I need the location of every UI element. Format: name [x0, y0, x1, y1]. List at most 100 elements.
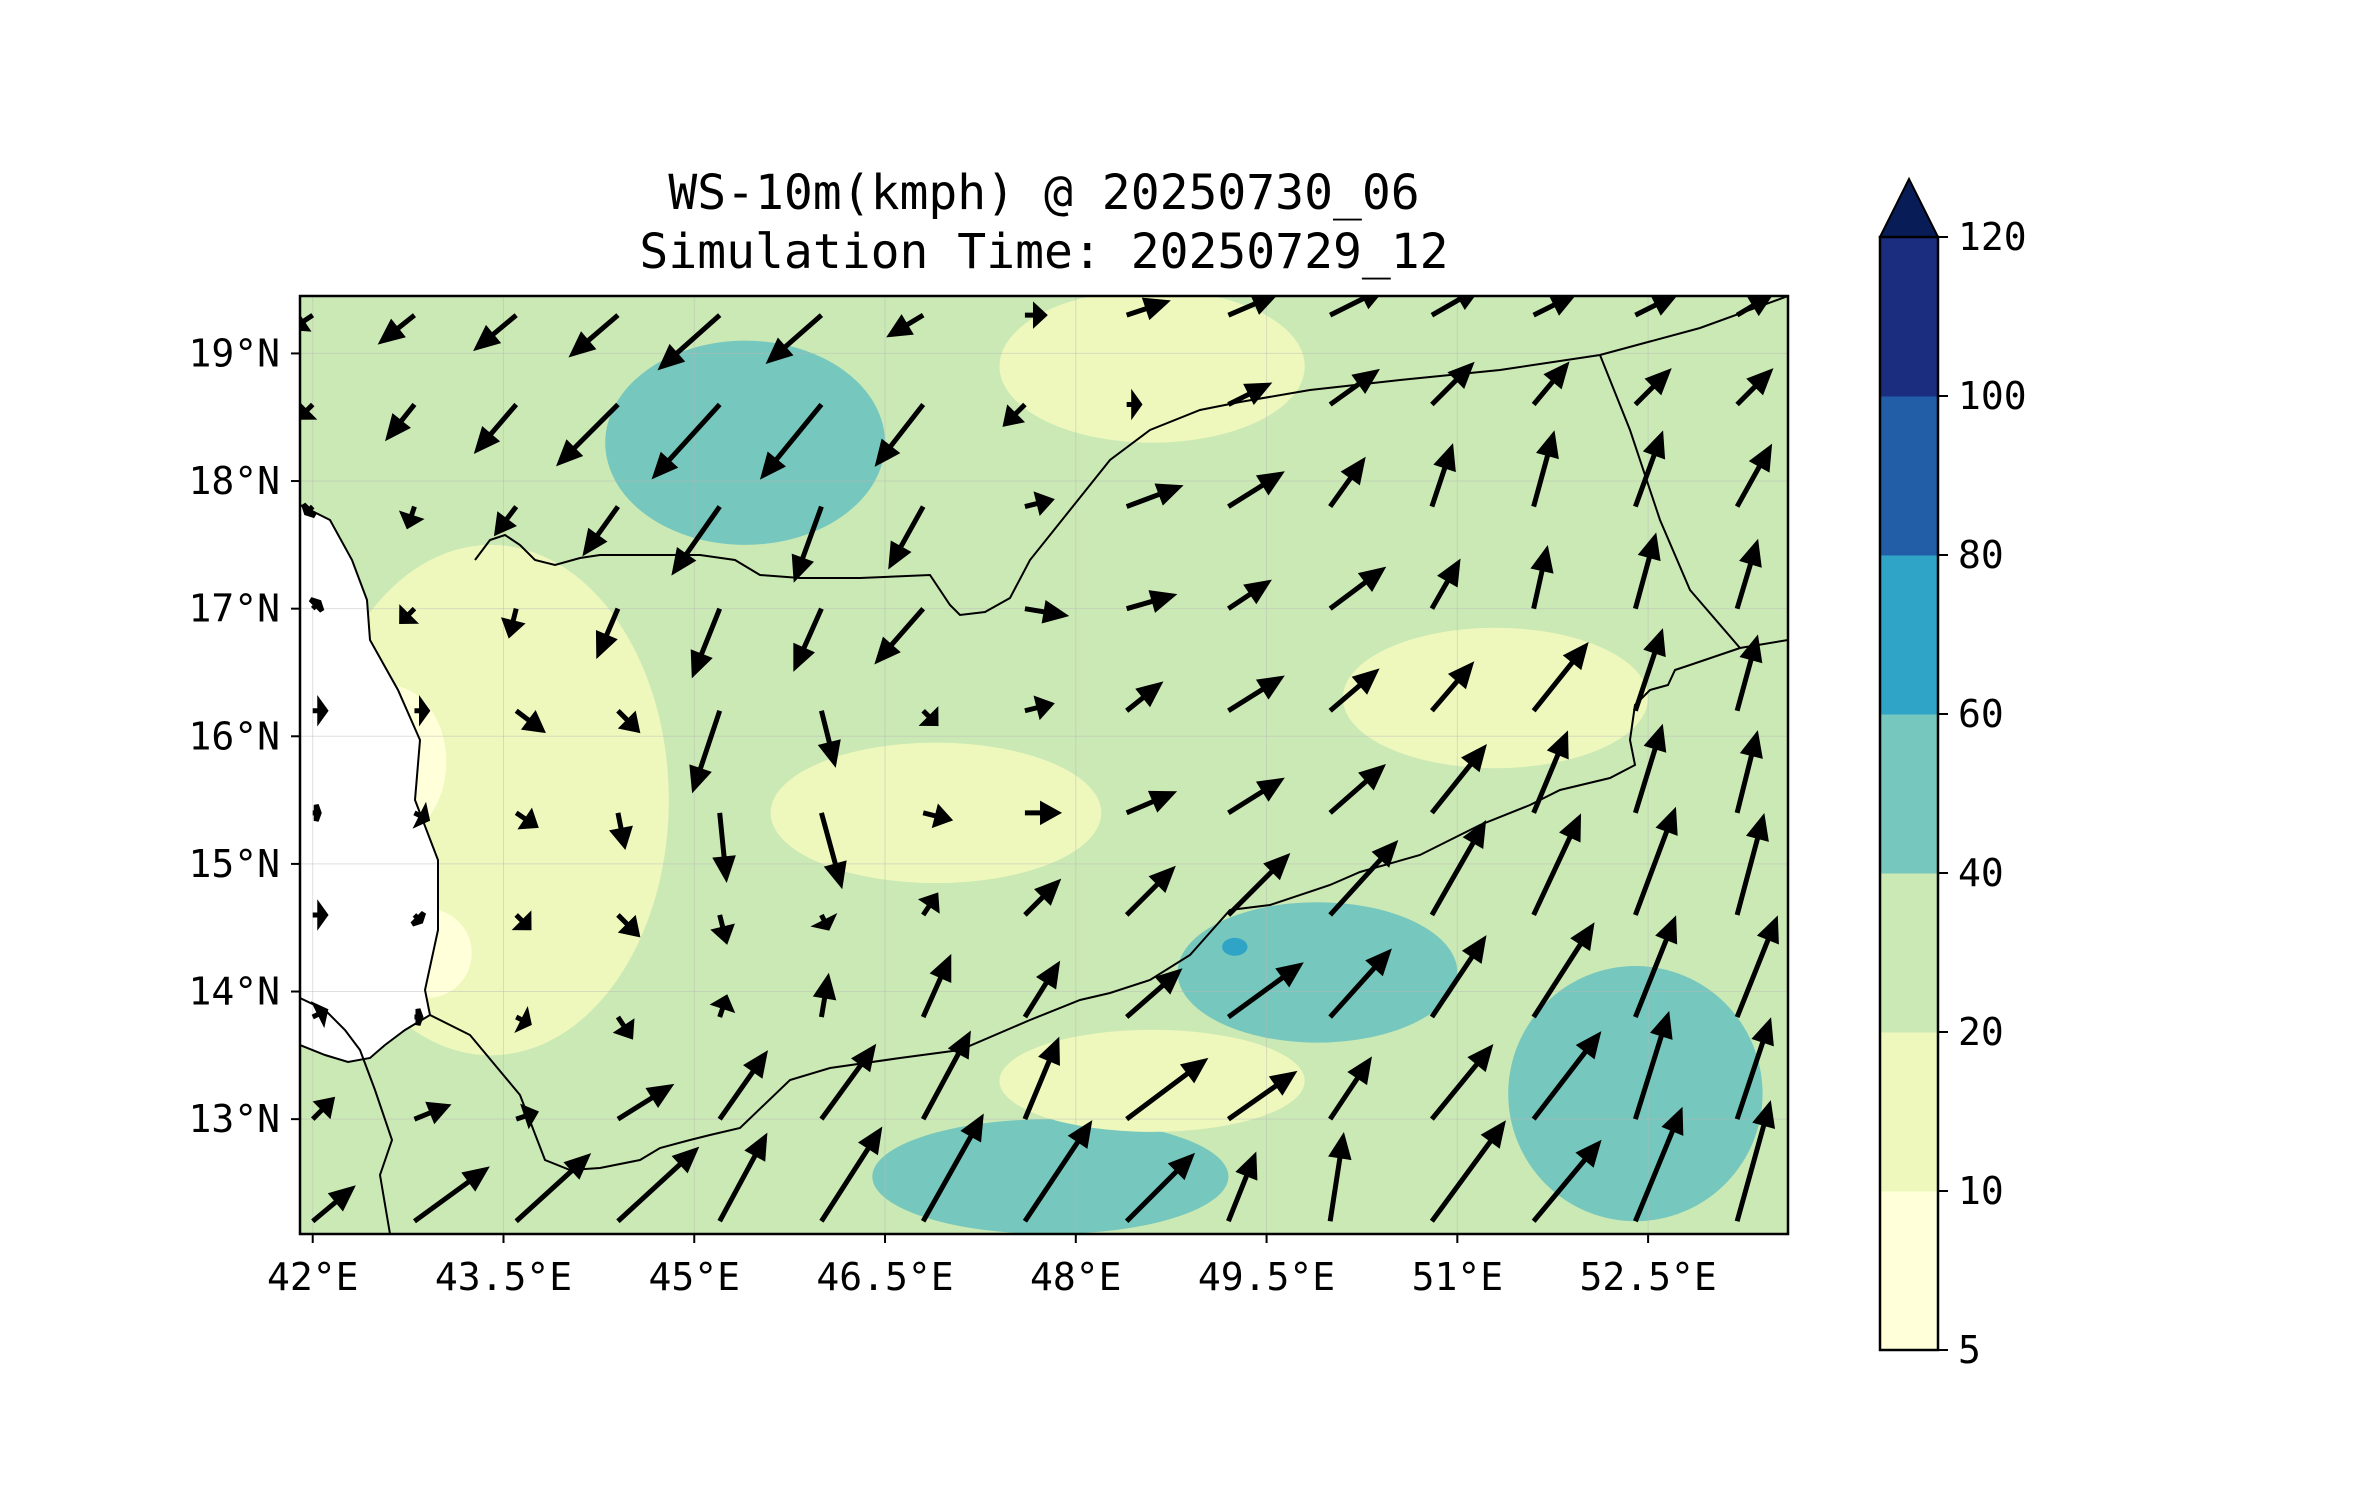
y-axis: 13°N 14°N 15°N 16°N 17°N 18°N 19°N — [188, 331, 300, 1141]
wind-arrow — [1429, 1120, 1506, 1223]
wind-arrow — [1734, 730, 1763, 814]
x-tick-label: 42°E — [267, 1255, 359, 1299]
map-frame — [298, 294, 1790, 1236]
wind-arrow — [1328, 764, 1386, 815]
wind-arrow — [1328, 456, 1366, 509]
wind-arrow — [1024, 600, 1070, 624]
wind-arrow — [793, 607, 824, 672]
wind-arrow — [1226, 962, 1304, 1020]
wind-arrow — [1531, 361, 1570, 407]
wind-arrow — [1227, 382, 1273, 407]
wind-arrow — [500, 608, 526, 639]
wind-arrow — [1024, 695, 1055, 721]
wind-arrow — [810, 913, 838, 931]
wind-arrow — [616, 913, 641, 938]
wind-arrow — [1126, 388, 1143, 421]
x-tick-label: 46.5°E — [816, 1255, 953, 1299]
wind-arrow — [671, 505, 722, 576]
wind-arrow — [412, 801, 431, 829]
colorbar-segment — [1880, 396, 1938, 556]
y-tick-label: 18°N — [188, 459, 280, 503]
wind-arrow — [920, 1030, 971, 1121]
map-axes — [300, 296, 1788, 1234]
wind-arrows — [300, 296, 1779, 1224]
wind-arrow — [612, 1015, 635, 1040]
wind-arrow — [312, 695, 329, 727]
y-tick-label: 15°N — [188, 842, 280, 886]
wind-arrow — [921, 1113, 984, 1223]
wind-arrow — [819, 812, 847, 890]
y-tick-label: 16°N — [188, 714, 280, 758]
colorbar-tick-label: 120 — [1958, 215, 2027, 259]
wind-arrow — [1328, 1056, 1372, 1121]
wind-arrow — [1327, 1131, 1352, 1222]
wind-arrow — [1531, 922, 1595, 1019]
wind-arrow — [1531, 1139, 1602, 1223]
speed-region-3 — [1508, 966, 1763, 1222]
x-tick-label: 43.5°E — [435, 1255, 572, 1299]
wind-arrow — [1633, 806, 1678, 916]
wind-arrow — [1227, 296, 1277, 318]
colorbar-segment — [1880, 873, 1938, 1033]
wind-arrow — [616, 1146, 700, 1224]
colorbar-tick-label: 60 — [1958, 692, 2004, 736]
wind-arrow — [568, 313, 620, 358]
x-tick-label: 48°E — [1030, 1255, 1122, 1299]
wind-arrow — [1024, 301, 1048, 329]
boundaries — [300, 296, 1788, 1234]
wind-arrow — [1024, 491, 1055, 516]
wind-arrow — [555, 402, 620, 467]
border-yemen-oman — [1599, 354, 1741, 649]
wind-arrow — [1633, 368, 1672, 407]
wind-arrow — [1125, 790, 1178, 816]
speed-region-4 — [1222, 937, 1248, 956]
wind-arrow — [514, 807, 539, 830]
wind-arrow — [311, 1185, 356, 1224]
wind-arrow — [1531, 430, 1559, 508]
wind-arrow — [1429, 443, 1456, 508]
speed-region-2 — [1177, 902, 1458, 1043]
wind-arrow — [1328, 566, 1387, 611]
wind-arrow — [886, 312, 925, 338]
wind-arrow — [817, 710, 841, 768]
x-tick-label: 52.5°E — [1579, 1255, 1716, 1299]
wind-arrow — [582, 505, 620, 557]
wind-arrow — [511, 910, 532, 931]
wind-arrow — [414, 695, 431, 727]
wind-arrow — [414, 1008, 424, 1026]
wind-arrow — [473, 402, 519, 454]
wind-arrow — [1734, 1100, 1776, 1222]
colorbar-segment — [1880, 1032, 1938, 1192]
coastline-west-africa — [300, 997, 394, 1234]
wind-arrow — [874, 402, 926, 467]
wind-arrow — [651, 402, 722, 480]
wind-arrow — [1531, 1031, 1602, 1121]
colorbar-segment — [1880, 237, 1938, 397]
wind-arrow — [514, 708, 546, 734]
wind-arrow — [1125, 1057, 1209, 1122]
wind-arrow — [1734, 538, 1762, 610]
x-tick-label: 45°E — [648, 1255, 740, 1299]
colorbar-extend-arrow — [1878, 176, 1940, 238]
wind-arrow — [1734, 634, 1763, 712]
wind-arrow — [1531, 641, 1589, 713]
wind-arrow — [410, 911, 427, 927]
colorbar-tick-label: 5 — [1958, 1328, 1981, 1372]
wind-arrow — [1227, 675, 1285, 713]
wind-arrow — [1531, 813, 1582, 917]
wind-arrow — [1429, 1043, 1494, 1121]
wind-arrow — [493, 505, 519, 537]
wind-arrow — [1022, 960, 1061, 1019]
wind-arrow — [1023, 878, 1062, 917]
colorbar-segment — [1880, 714, 1938, 874]
wind-arrow — [609, 812, 633, 850]
wind-arrow — [1328, 839, 1399, 917]
x-axis: 42°E 43.5°E 45°E 46.5°E 48°E 49.5°E 51°E 52.5°E — [267, 1234, 1717, 1299]
wind-arrow — [1429, 744, 1487, 815]
wind-arrow — [689, 709, 723, 794]
coastline-red-sea — [300, 504, 439, 1064]
wind-arrow — [1530, 545, 1554, 610]
wind-arrow — [1024, 800, 1063, 826]
colorbar-tick-label: 80 — [1958, 533, 2004, 577]
wind-arrow — [308, 597, 325, 613]
